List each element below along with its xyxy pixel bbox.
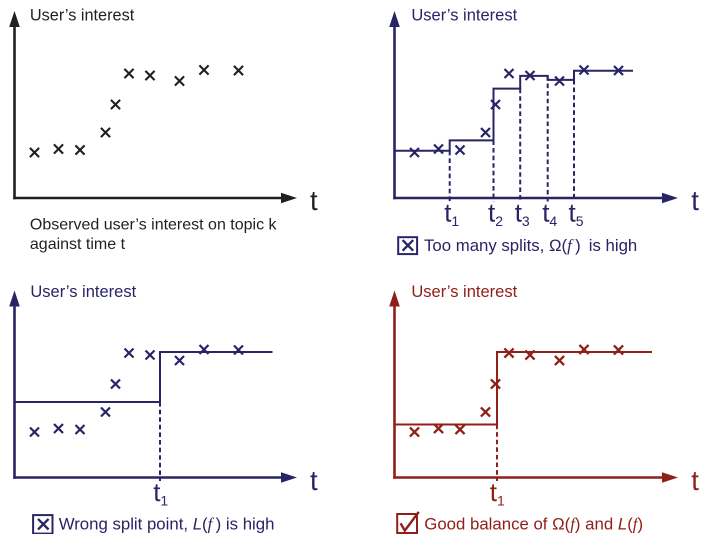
svg-text:t: t (691, 185, 699, 216)
svg-text:against time t: against time t (30, 236, 126, 253)
svg-text:Good balance of Ω(f) and L(f): Good balance of Ω(f) and L(f) (424, 514, 643, 533)
svg-text:Wrong split point, L(f ) is hi: Wrong split point, L(f ) is high (59, 514, 275, 533)
svg-text:t: t (310, 185, 318, 216)
svg-text:User’s interest: User’s interest (30, 283, 136, 301)
svg-text:t: t (691, 465, 699, 496)
svg-text:Too many splits, Ω(f ) is hig: Too many splits, Ω(f ) is high (424, 236, 637, 255)
svg-text:User’s interest: User’s interest (30, 6, 135, 24)
svg-text:User’s interest: User’s interest (411, 283, 517, 301)
svg-text:Observed user’s interest on to: Observed user’s interest on topic k (30, 217, 278, 234)
svg-text:t: t (310, 465, 318, 496)
svg-text:User’s interest: User’s interest (411, 7, 517, 25)
